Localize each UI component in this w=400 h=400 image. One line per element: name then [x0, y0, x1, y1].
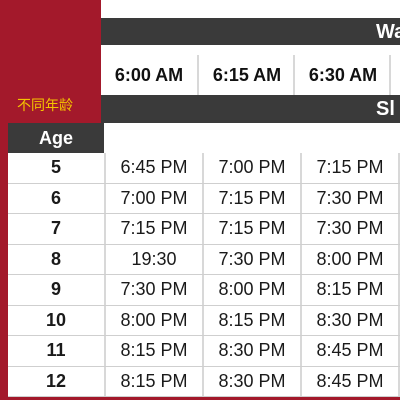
bedtime-cell: 8:00 PM: [300, 244, 398, 274]
bedtime-table: 5 6:45 PM 7:00 PM 7:15 PM 6 7:00 PM 7:15…: [8, 153, 400, 397]
age-column-header: Age: [8, 123, 104, 153]
bedtime-cell: 7:15 PM: [300, 153, 398, 183]
bedtime-cell: 8:30 PM: [202, 366, 300, 396]
wake-time-cell: 6:15 AM: [197, 55, 295, 95]
table-row: 12 8:15 PM 8:30 PM 8:45 PM: [8, 366, 400, 397]
table-row: 8 19:30 7:30 PM 8:00 PM: [8, 244, 400, 275]
bedtime-cell: 8:15 PM: [202, 305, 300, 335]
wake-time-cell: 6:30 AM: [293, 55, 391, 95]
age-cell: 8: [50, 248, 61, 269]
bedtime-cell: 8:15 PM: [300, 275, 398, 305]
bedtime-cell: 7:00 PM: [104, 183, 202, 213]
age-cell: 12: [45, 370, 67, 391]
bedtime-cell: 7:15 PM: [202, 183, 300, 213]
bedtime-cell: 8:15 PM: [104, 366, 202, 396]
edge-cell: [398, 275, 400, 305]
bedtime-cell: 8:30 PM: [300, 305, 398, 335]
bedtime-cell: 8:00 PM: [104, 305, 202, 335]
edge-cell: [398, 366, 400, 396]
wake-time-title: Wa: [376, 21, 400, 43]
table-row: 6 7:00 PM 7:15 PM 7:30 PM: [8, 183, 400, 214]
bedtime-cell: 7:00 PM: [202, 153, 300, 183]
bedtime-cell: 19:30: [104, 244, 202, 274]
edge-cell: [398, 183, 400, 213]
chinese-caption: 不同年龄: [17, 98, 73, 114]
edge-cell: [398, 244, 400, 274]
bedtime-cell: 7:30 PM: [104, 275, 202, 305]
bedtime-cell: 8:30 PM: [202, 336, 300, 366]
table-row: 5 6:45 PM 7:00 PM 7:15 PM: [8, 153, 400, 184]
bedtime-cell: 6:45 PM: [104, 153, 202, 183]
wake-time-header-band: Wa: [101, 18, 400, 45]
sleep-time-header-band: Sl: [101, 95, 400, 123]
edge-cell: [398, 214, 400, 244]
blank-header-row: [104, 123, 400, 155]
bedtime-cell: 8:45 PM: [300, 336, 398, 366]
age-cell: 10: [45, 309, 67, 330]
table-row: 11 8:15 PM 8:30 PM 8:45 PM: [8, 336, 400, 367]
sleep-time-title: Sl: [376, 98, 395, 120]
edge-cell: [398, 336, 400, 366]
bedtime-cell: 7:30 PM: [300, 183, 398, 213]
bedtime-cell: 7:30 PM: [202, 244, 300, 274]
age-cell: 5: [50, 157, 61, 178]
bedtime-cell: 7:30 PM: [300, 214, 398, 244]
edge-cell: [398, 305, 400, 335]
bedtime-cell: 8:15 PM: [104, 336, 202, 366]
bedtime-cell: 7:15 PM: [202, 214, 300, 244]
age-cell: 9: [50, 279, 61, 300]
wake-time-cell-edge: [389, 55, 400, 95]
age-cell: 7: [50, 218, 61, 239]
bedtime-cell: 8:00 PM: [202, 275, 300, 305]
table-row: 7 7:15 PM 7:15 PM 7:30 PM: [8, 214, 400, 245]
table-row: 9 7:30 PM 8:00 PM 8:15 PM: [8, 275, 400, 306]
edge-cell: [398, 153, 400, 183]
table-row: 10 8:00 PM 8:15 PM 8:30 PM: [8, 305, 400, 336]
wake-time-cell: 6:00 AM: [114, 64, 184, 85]
bedtime-cell: 8:45 PM: [300, 366, 398, 396]
bedtime-cell: 7:15 PM: [104, 214, 202, 244]
age-cell: 11: [46, 340, 66, 361]
age-cell: 6: [50, 187, 61, 208]
